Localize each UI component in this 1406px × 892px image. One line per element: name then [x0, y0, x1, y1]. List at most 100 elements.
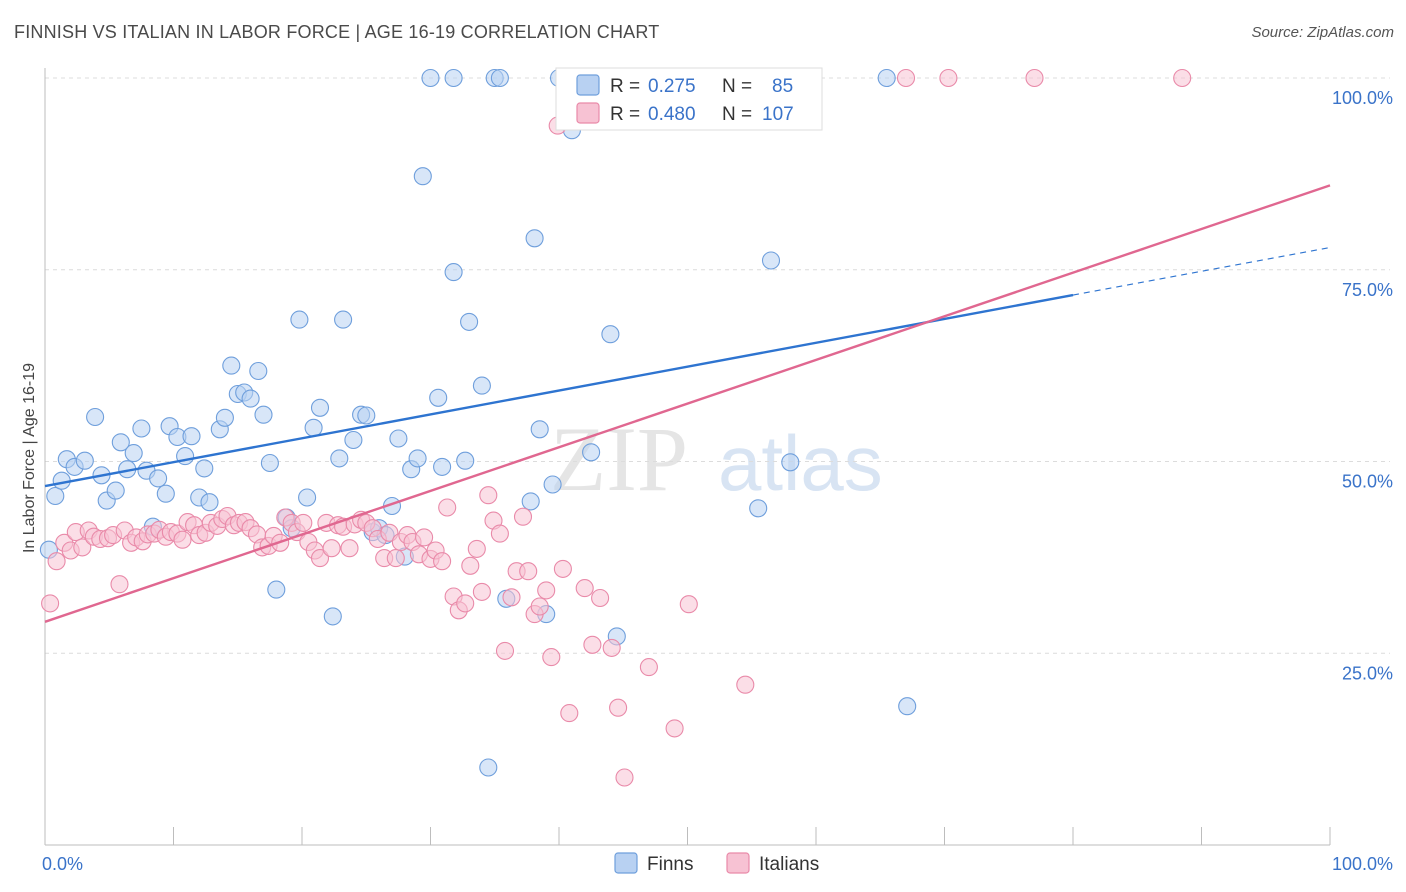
chart-title: FINNISH VS ITALIAN IN LABOR FORCE | AGE …	[14, 22, 660, 42]
italians-point	[583, 635, 602, 654]
finns-point	[389, 429, 408, 448]
finns-point	[460, 312, 479, 331]
finns-legend-swatch	[576, 74, 600, 96]
trend-lines	[44, 184, 1331, 623]
italians-point	[294, 513, 313, 532]
finns-point	[521, 492, 540, 511]
y-axis-label: In Labor Force | Age 16-19	[21, 363, 38, 553]
y-tick-label: 25.0%	[1342, 663, 1393, 683]
italians-point	[553, 559, 572, 578]
finns-n-value: 85	[772, 76, 793, 97]
x-tick-label: 100.0%	[1332, 854, 1393, 874]
italians-point	[472, 582, 491, 601]
stats-legend: R = 0.275 N = 85 R = 0.480 N = 107	[555, 67, 823, 131]
finns-point	[149, 469, 168, 488]
italians-r-value: 0.480	[648, 104, 696, 125]
italians-point	[438, 498, 457, 517]
finns-point	[241, 389, 260, 408]
finns-series-swatch	[614, 852, 638, 874]
finns-point	[761, 251, 781, 270]
italians-point	[110, 575, 129, 594]
finns-point	[429, 388, 448, 407]
italians-point	[41, 594, 60, 613]
series-legend: Finns Italians	[614, 852, 819, 875]
finns-point	[479, 758, 498, 777]
stats-legend-box	[555, 67, 823, 131]
italians-point	[467, 539, 486, 558]
finns-point	[195, 459, 214, 478]
finns-point	[525, 229, 544, 248]
finns-point	[601, 325, 620, 344]
finns-point	[877, 68, 896, 88]
italians-point	[665, 719, 684, 738]
finns-point	[781, 453, 800, 472]
italians-point	[479, 486, 498, 505]
italians-point	[537, 581, 556, 600]
finns-point	[421, 68, 440, 88]
italians-trend-line	[44, 184, 1331, 623]
finns-point	[75, 451, 94, 470]
finns-point	[290, 310, 309, 329]
finns-point	[344, 430, 363, 450]
finns-point	[200, 493, 219, 512]
finns-point	[254, 405, 273, 424]
italians-point	[415, 528, 434, 547]
finns-point	[433, 457, 452, 476]
italians-series-label: Italians	[759, 854, 819, 875]
finns-point	[215, 408, 234, 427]
finns-r-label: R =	[610, 76, 640, 97]
axes	[44, 68, 1331, 846]
italians-point	[591, 588, 610, 608]
finns-point	[323, 607, 342, 626]
italians-point	[602, 638, 621, 657]
finns-point	[444, 263, 463, 282]
finns-point	[111, 433, 130, 452]
finns-point	[543, 475, 562, 494]
finns-series-label: Finns	[647, 854, 693, 875]
y-tick-label: 50.0%	[1342, 472, 1393, 492]
finns-point	[304, 418, 323, 437]
finns-point	[310, 398, 330, 417]
finns-point	[249, 361, 268, 381]
finns-point	[357, 406, 376, 425]
italians-point	[340, 539, 359, 558]
italians-point	[519, 562, 538, 581]
italians-point	[386, 549, 405, 568]
italians-point	[490, 524, 509, 543]
italians-point	[639, 658, 658, 677]
italians-point	[433, 552, 452, 571]
italians-n-label: N =	[722, 104, 752, 125]
finns-point	[132, 419, 151, 438]
italians-point	[513, 507, 533, 526]
italians-point	[530, 597, 549, 616]
italians-point	[615, 768, 634, 787]
italians-series-swatch	[726, 852, 750, 874]
y-tick-label: 100.0%	[1332, 88, 1393, 108]
finns-point	[413, 167, 432, 186]
italians-point	[896, 68, 916, 88]
finns-point	[444, 68, 463, 88]
finns-point	[898, 697, 917, 716]
italians-point	[73, 538, 92, 557]
watermark-atlas: atlas	[718, 419, 883, 507]
source-label: Source: ZipAtlas.com	[1251, 24, 1394, 41]
italians-point	[47, 552, 66, 571]
x-tick-label: 0.0%	[42, 854, 83, 874]
y-tick-label: 75.0%	[1342, 280, 1393, 300]
italians-point	[322, 539, 341, 558]
finns-point	[749, 499, 768, 518]
tick-labels: 25.0% 50.0% 75.0% 100.0% 0.0% 100.0%	[42, 88, 1393, 874]
finns-point	[530, 420, 549, 439]
italians-point	[575, 579, 594, 598]
italians-point	[461, 556, 480, 575]
finns-point	[86, 407, 105, 427]
finns-point	[182, 427, 201, 446]
italians-point	[939, 68, 958, 88]
finns-point	[124, 444, 143, 463]
italians-r-label: R =	[610, 104, 640, 125]
italians-point	[502, 588, 521, 607]
data-points	[39, 68, 1192, 787]
italians-point	[456, 594, 475, 613]
italians-point	[495, 641, 515, 660]
